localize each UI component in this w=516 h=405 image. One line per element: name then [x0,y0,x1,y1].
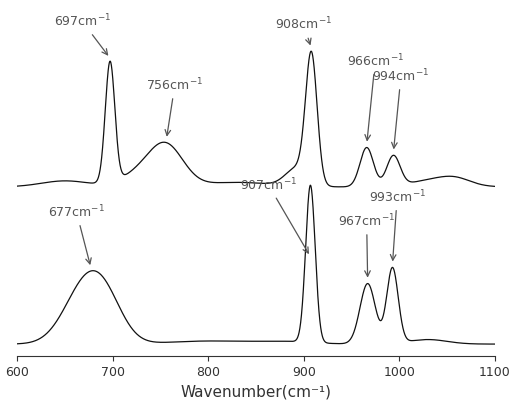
Text: 756cm$^{-1}$: 756cm$^{-1}$ [147,77,203,135]
Text: 994cm$^{-1}$: 994cm$^{-1}$ [373,68,429,148]
Text: 967cm$^{-1}$: 967cm$^{-1}$ [338,213,395,276]
Text: 677cm$^{-1}$: 677cm$^{-1}$ [48,204,105,264]
Text: 697cm$^{-1}$: 697cm$^{-1}$ [54,13,111,55]
Text: 908cm$^{-1}$: 908cm$^{-1}$ [275,16,332,44]
Text: 993cm$^{-1}$: 993cm$^{-1}$ [368,188,426,260]
Text: 966cm$^{-1}$: 966cm$^{-1}$ [347,52,404,141]
Text: 907cm$^{-1}$: 907cm$^{-1}$ [240,176,309,253]
X-axis label: Wavenumber(cm⁻¹): Wavenumber(cm⁻¹) [181,384,332,399]
